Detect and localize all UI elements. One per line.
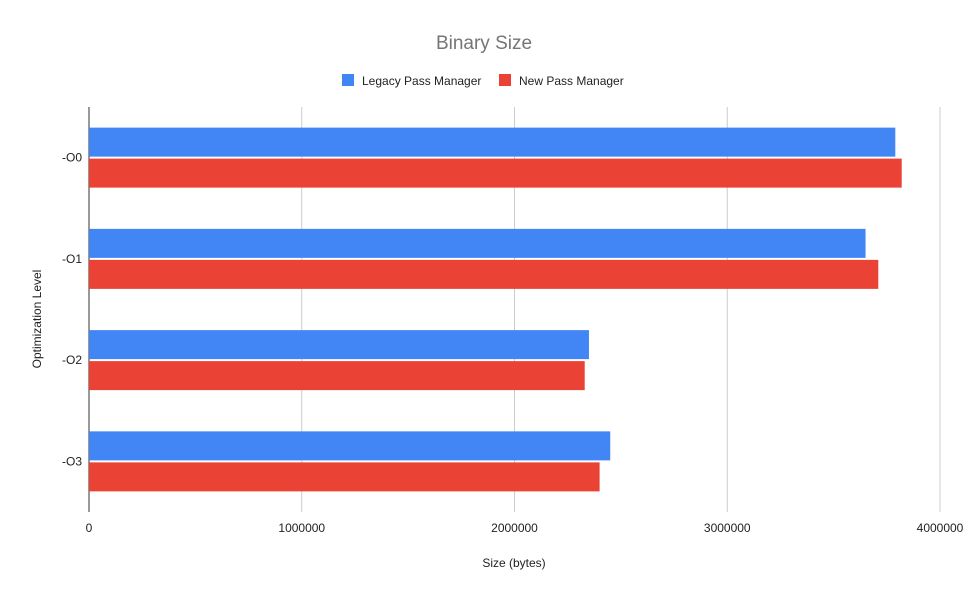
bar-O1-series-1	[89, 228, 866, 258]
x-tick-label: 3000000	[704, 521, 751, 535]
chart-title: Binary Size	[436, 33, 532, 54]
legend-swatch-2	[499, 74, 511, 86]
bar-O1-series-2	[89, 259, 879, 289]
x-tick-label: 1000000	[278, 521, 325, 535]
bar-O2-series-1	[89, 330, 589, 360]
legend-label-2: New Pass Manager	[519, 74, 624, 88]
bar-O3-series-1	[89, 431, 611, 461]
y-tick-label: -O1	[62, 252, 82, 266]
bars	[89, 127, 902, 492]
x-axis-title: Size (bytes)	[482, 556, 545, 570]
y-axis-title: Optimization Level	[30, 270, 44, 369]
x-tick-label: 0	[86, 521, 93, 535]
x-tick-labels: 0 1000000 2000000 3000000 4000000	[86, 521, 964, 535]
legend-label-1: Legacy Pass Manager	[362, 74, 481, 88]
y-tick-label: -O2	[62, 353, 82, 367]
y-tick-labels: -O0 -O1 -O2 -O3	[62, 151, 82, 469]
bar-O3-series-2	[89, 462, 600, 492]
legend: Legacy Pass Manager New Pass Manager	[342, 74, 624, 88]
bar-O0-series-1	[89, 127, 896, 157]
y-tick-label: -O3	[62, 454, 82, 468]
x-tick-label: 4000000	[917, 521, 964, 535]
bar-O0-series-2	[89, 158, 902, 188]
x-tick-label: 2000000	[491, 521, 538, 535]
bar-O2-series-2	[89, 361, 585, 391]
legend-swatch-1	[342, 74, 354, 86]
y-tick-label: -O0	[62, 151, 82, 165]
